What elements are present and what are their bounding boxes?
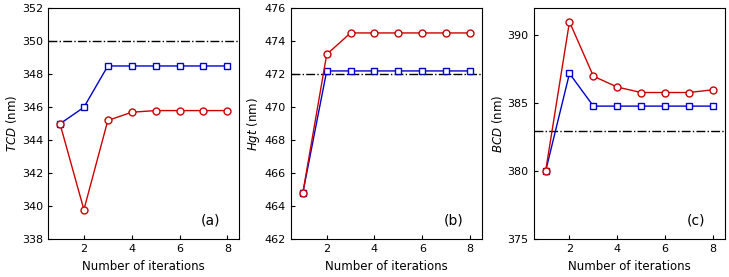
- Y-axis label: $\it{TCD}$ (nm): $\it{TCD}$ (nm): [4, 95, 19, 152]
- Text: (b): (b): [444, 214, 464, 228]
- Text: (c): (c): [687, 214, 705, 228]
- X-axis label: Number of iterations: Number of iterations: [568, 260, 690, 273]
- Y-axis label: $\it{Hgt}$ (nm): $\it{Hgt}$ (nm): [245, 97, 262, 151]
- Text: (a): (a): [201, 214, 221, 228]
- Y-axis label: $\it{BCD}$ (nm): $\it{BCD}$ (nm): [490, 95, 505, 153]
- X-axis label: Number of iterations: Number of iterations: [82, 260, 205, 273]
- X-axis label: Number of iterations: Number of iterations: [325, 260, 448, 273]
